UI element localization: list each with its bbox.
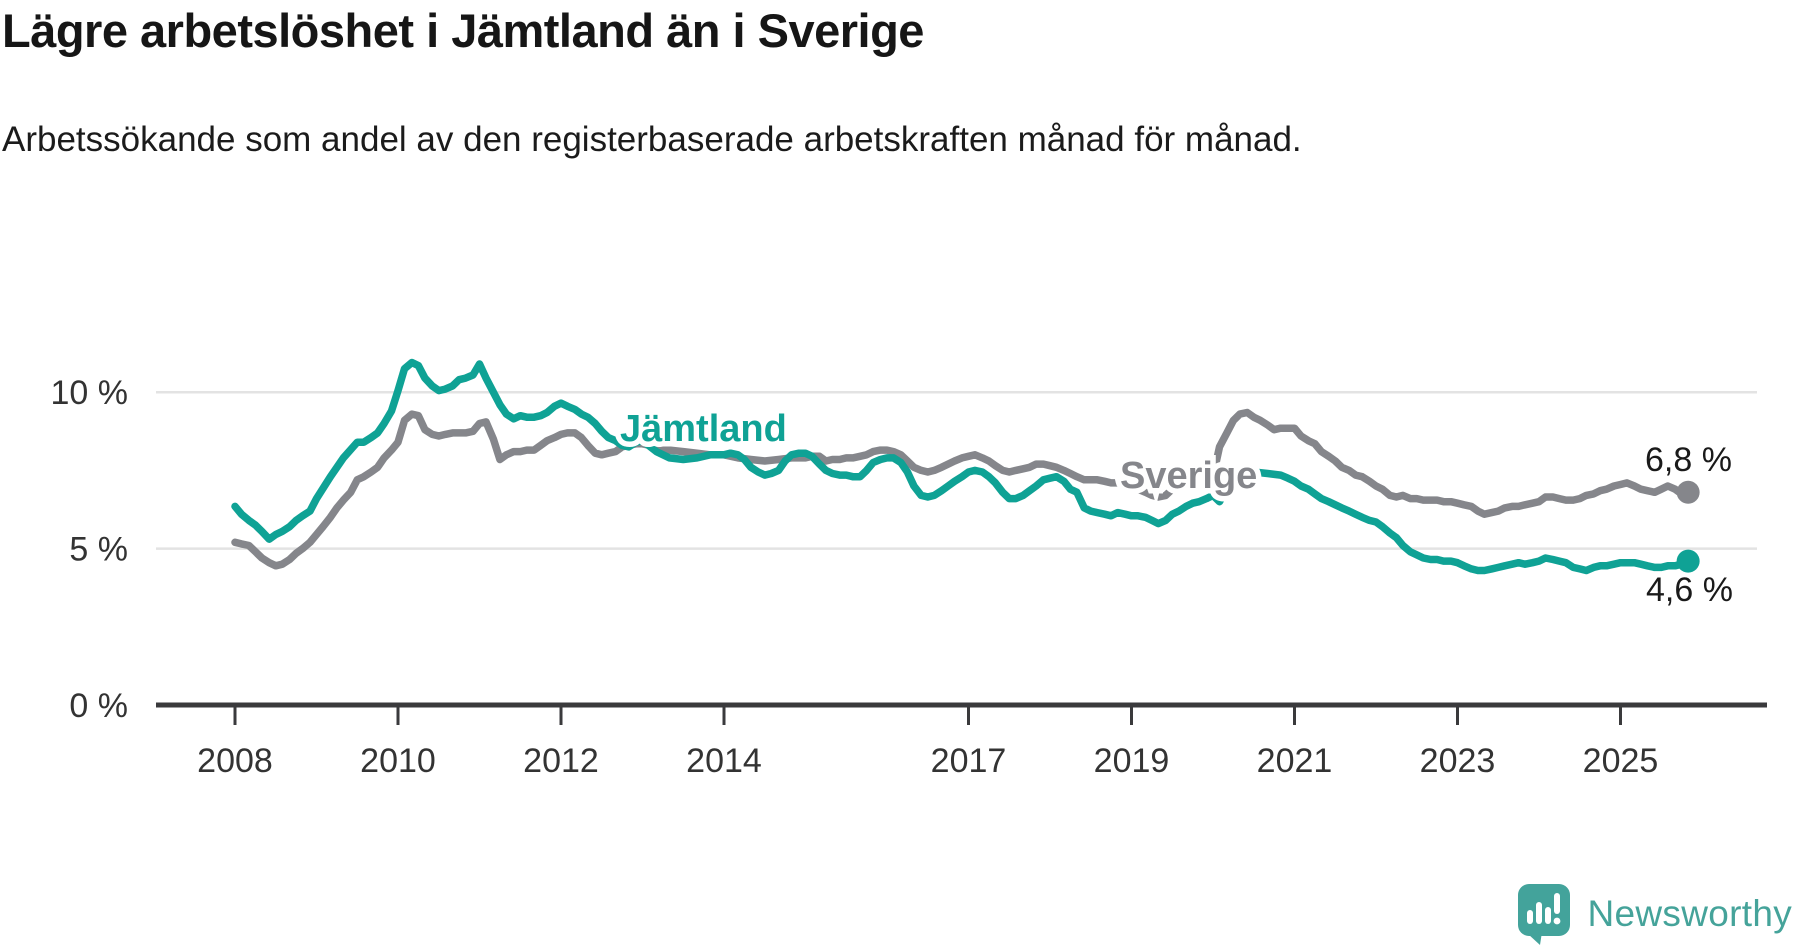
x-tick-label: 2014 [686, 742, 762, 780]
page-title: Lägre arbetslöshet i Jämtland än i Sveri… [2, 4, 924, 57]
x-tick-label: 2017 [931, 742, 1007, 780]
end-dot-sverige [1676, 480, 1700, 504]
x-tick-label: 2021 [1257, 742, 1333, 780]
x-tick-label: 2010 [360, 742, 436, 780]
y-tick-label: 5 % [69, 531, 128, 569]
newsworthy-logo: Newsworthy [1516, 882, 1793, 946]
x-tick-label: 2023 [1420, 742, 1496, 780]
x-tick-label: 2008 [197, 742, 273, 780]
series-line-jämtland [231, 358, 1692, 575]
x-tick-label: 2025 [1583, 742, 1659, 780]
end-value-label-sverige: 6,8 % [1645, 441, 1732, 479]
x-tick-label: 2019 [1094, 742, 1170, 780]
newsworthy-logo-icon [1517, 884, 1570, 945]
y-tick-label: 0 % [69, 687, 128, 725]
x-tick-label: 2012 [523, 742, 599, 780]
y-tick-label: 10 % [51, 374, 129, 412]
series-label-jämtland: Jämtland [620, 408, 787, 450]
end-dot-jämtland [1676, 549, 1700, 573]
page-subtitle: Arbetssökande som andel av den registerb… [2, 120, 1302, 159]
newsworthy-logo-text: Newsworthy [1587, 893, 1792, 934]
end-value-label-jämtland: 4,6 % [1646, 571, 1733, 609]
series-label-sverige: Sverige [1120, 455, 1257, 497]
series-line-sverige [231, 408, 1692, 570]
